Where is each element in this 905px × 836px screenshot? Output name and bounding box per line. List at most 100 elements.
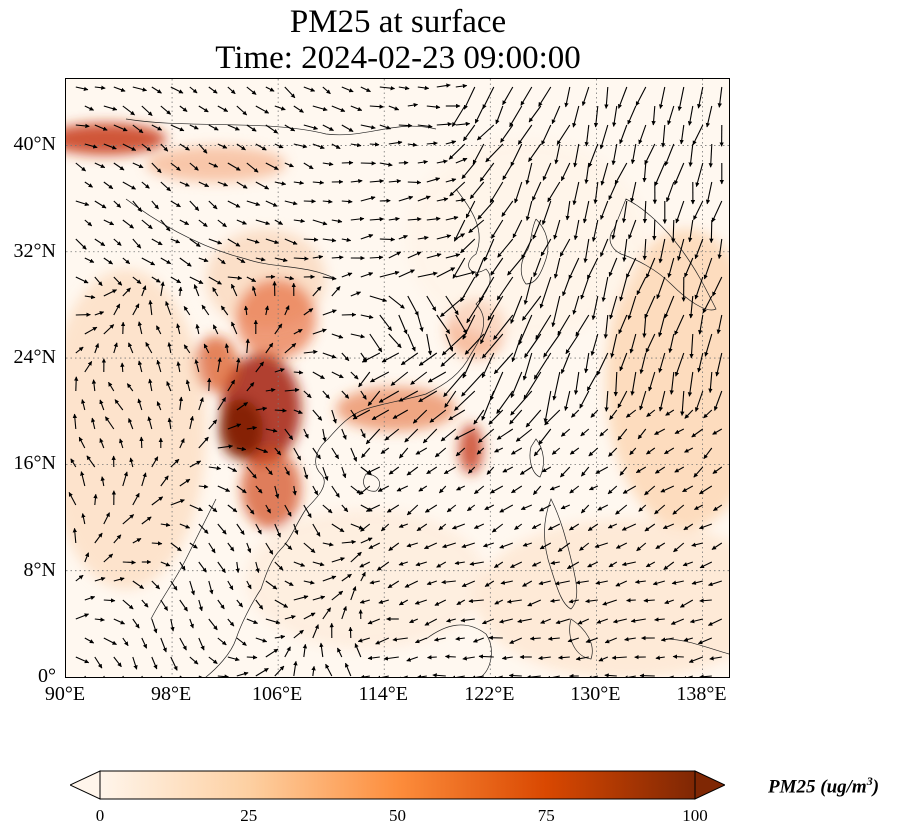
wind-vector-arrow xyxy=(520,86,533,106)
wind-vector-arrow xyxy=(593,105,599,128)
wind-vector-arrow xyxy=(642,200,648,224)
wind-vector-arrow xyxy=(367,618,381,625)
wind-vector-arrow xyxy=(539,276,552,309)
wind-vector-arrow xyxy=(621,523,637,531)
wind-vector-arrow xyxy=(217,219,227,228)
wind-vector-arrow xyxy=(236,257,246,264)
wind-vector-arrow xyxy=(384,428,400,441)
wind-vector-arrow xyxy=(113,86,126,92)
wind-vector-arrow xyxy=(465,200,476,219)
wind-vector-arrow xyxy=(325,663,333,677)
wind-vector-arrow xyxy=(712,428,723,435)
wind-vector-arrow xyxy=(674,314,685,336)
wind-vector-arrow xyxy=(170,580,178,591)
wind-vector-arrow xyxy=(426,333,433,356)
wind-vector-arrow xyxy=(151,456,159,468)
wind-vector-arrow xyxy=(303,162,314,170)
wind-vector-arrow xyxy=(227,542,235,552)
wind-vector-arrow xyxy=(369,142,380,147)
wind-vector-arrow xyxy=(668,333,675,354)
wind-vector-arrow xyxy=(236,105,248,116)
wind-vector-arrow xyxy=(612,618,627,624)
wind-vector-arrow xyxy=(94,200,107,209)
lon-tick-122: 122°E xyxy=(464,683,515,705)
wind-vector-arrow xyxy=(697,637,713,645)
wind-vector-arrow xyxy=(717,238,723,260)
wind-vector-arrow xyxy=(246,86,257,95)
wind-vector-arrow xyxy=(293,328,303,335)
wind-vector-arrow xyxy=(575,314,590,337)
wind-vector-arrow xyxy=(80,471,86,487)
wind-vector-arrow xyxy=(132,162,144,169)
wind-vector-arrow xyxy=(255,667,269,677)
wind-vector-arrow xyxy=(392,409,409,419)
wind-vector-arrow xyxy=(227,162,241,171)
wind-vector-arrow xyxy=(523,371,542,400)
wind-vector-arrow xyxy=(160,143,169,152)
wind-vector-arrow xyxy=(627,295,637,320)
wind-vector-arrow xyxy=(293,409,303,414)
wind-vector-arrow xyxy=(103,181,114,190)
wind-vector-arrow xyxy=(712,276,723,297)
wind-vector-arrow xyxy=(510,143,523,167)
wind-vector-arrow xyxy=(141,257,156,266)
wind-vector-arrow xyxy=(160,637,167,653)
wind-vector-arrow xyxy=(185,379,191,392)
wind-vector-arrow xyxy=(322,542,334,547)
wind-vector-arrow xyxy=(600,162,609,186)
wind-vector-arrow xyxy=(208,238,223,245)
wind-vector-arrow xyxy=(496,276,514,301)
wind-vector-arrow xyxy=(68,492,77,506)
wind-vector-arrow xyxy=(103,105,118,111)
wind-vector-arrow xyxy=(367,655,380,661)
wind-vector-arrow xyxy=(388,295,405,309)
colorbar-title: PM25 (ug/m3) xyxy=(768,774,880,798)
wind-vector-arrow xyxy=(448,143,466,160)
colorbar xyxy=(70,770,725,800)
wind-vector-arrow xyxy=(460,238,476,254)
wind-vector-arrow xyxy=(388,542,400,552)
pm25-haze-patch xyxy=(246,509,486,649)
wind-vector-arrow xyxy=(667,257,675,278)
coastline xyxy=(125,118,437,136)
wind-vector-arrow xyxy=(615,542,628,549)
wind-vector-arrow xyxy=(694,238,704,260)
wind-vector-arrow xyxy=(623,675,636,677)
wind-vector-arrow xyxy=(493,314,514,340)
wind-vector-arrow xyxy=(141,472,147,487)
wind-vector-arrow xyxy=(398,523,408,528)
wind-vector-arrow xyxy=(360,537,373,544)
wind-vector-arrow xyxy=(179,219,190,226)
wind-vector-arrow xyxy=(246,580,252,590)
colorbar-extend-high xyxy=(694,770,725,800)
wind-vector-arrow xyxy=(577,618,590,625)
wind-vector-arrow xyxy=(189,200,200,211)
wind-vector-arrow xyxy=(122,143,137,151)
wind-vector-arrow xyxy=(542,162,552,181)
pm25-haze-patch xyxy=(476,519,729,677)
wind-vector-arrow xyxy=(427,371,447,383)
wind-vector-arrow xyxy=(490,257,504,276)
wind-vector-arrow xyxy=(84,143,98,149)
wind-vector-arrow xyxy=(693,200,704,221)
wind-vector-arrow xyxy=(568,599,579,604)
wind-vector-arrow xyxy=(551,447,561,455)
wind-vector-arrow xyxy=(461,371,485,397)
wind-vector-arrow xyxy=(179,561,186,571)
wind-vector-arrow xyxy=(642,162,647,183)
wind-vector-arrow xyxy=(141,219,153,230)
wind-vector-arrow xyxy=(588,447,599,457)
wind-vector-arrow xyxy=(619,124,628,145)
wind-vector-arrow xyxy=(148,378,153,392)
wind-vector-arrow xyxy=(453,219,466,242)
wind-vector-arrow xyxy=(455,447,466,457)
wind-vector-arrow xyxy=(507,257,523,276)
wind-vector-arrow xyxy=(319,642,324,658)
wind-vector-arrow xyxy=(284,615,296,620)
wind-vector-arrow xyxy=(699,598,712,603)
wind-vector-arrow xyxy=(284,646,291,658)
wind-vector-arrow xyxy=(312,254,324,260)
wind-vector-arrow xyxy=(699,674,712,677)
pm25-haze-patch xyxy=(406,139,646,339)
wind-vector-arrow xyxy=(122,599,134,610)
